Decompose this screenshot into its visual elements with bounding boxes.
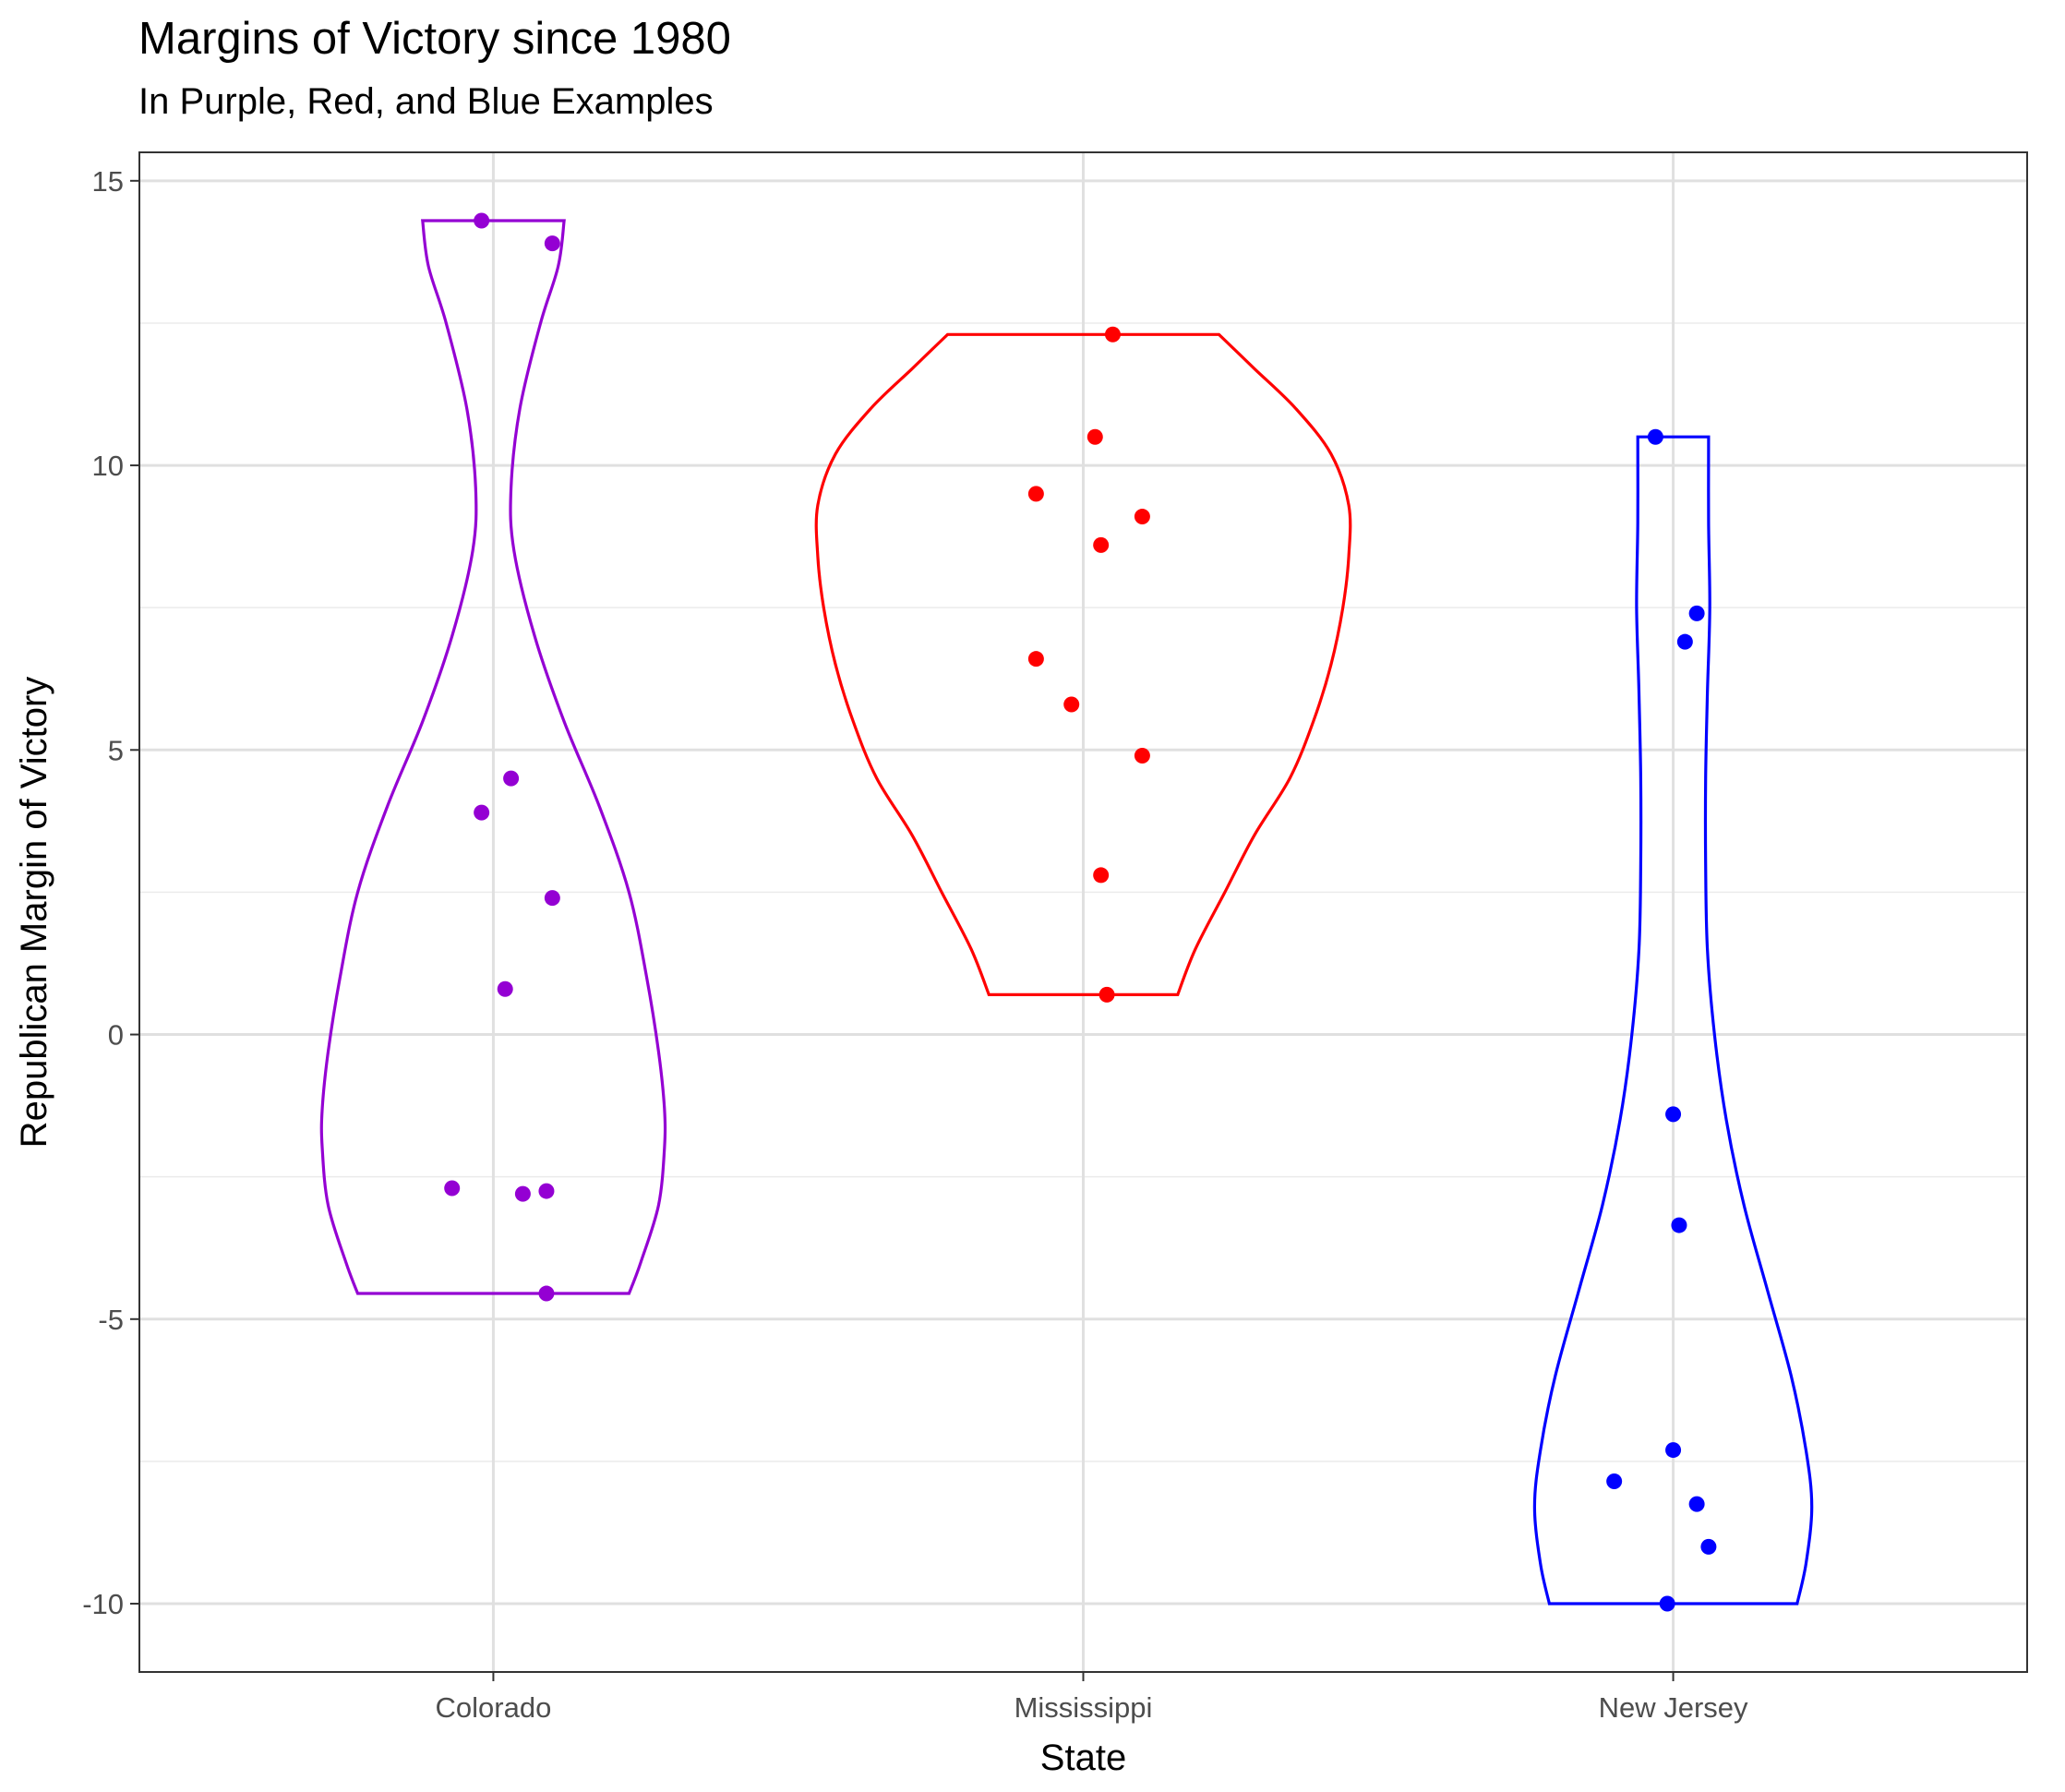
chart-subtitle: In Purple, Red, and Blue Examples [138, 81, 714, 122]
data-point-new-jersey [1665, 1106, 1682, 1123]
y-tick-label: 10 [92, 450, 124, 482]
data-point-colorado [503, 770, 520, 787]
axis-layer: -10 -5 0 5 10 15 Colorado Mississippi New Jersey [82, 165, 1748, 1724]
data-point-colorado [538, 1183, 555, 1199]
data-point-colorado [538, 1285, 555, 1302]
data-point-new-jersey [1688, 1496, 1705, 1512]
data-point-new-jersey [1659, 1595, 1675, 1612]
data-point-mississippi [1027, 651, 1044, 667]
y-tick-label: -10 [82, 1588, 124, 1620]
violin-mississippi [814, 332, 1352, 996]
x-tick-label: Colorado [436, 1691, 552, 1724]
y-tick-label: -5 [98, 1304, 124, 1336]
data-point-mississippi [1134, 747, 1150, 764]
data-point-colorado [474, 804, 490, 821]
data-point-colorado [544, 235, 560, 252]
data-point-colorado [474, 212, 490, 229]
data-point-new-jersey [1700, 1538, 1717, 1555]
data-point-colorado [514, 1185, 531, 1202]
data-point-mississippi [1063, 696, 1080, 713]
data-point-new-jersey [1606, 1473, 1623, 1489]
data-point-new-jersey [1665, 1442, 1682, 1459]
violin-new-jersey [1532, 435, 1814, 1606]
data-point-mississippi [1093, 867, 1110, 884]
chart-title: Margins of Victory since 1980 [138, 14, 731, 64]
y-axis-title: Republican Margin of Victory [14, 677, 54, 1149]
violin-layer [319, 219, 1814, 1606]
data-point-colorado [497, 980, 513, 997]
violin-colorado [319, 219, 667, 1295]
y-tick-label: 0 [108, 1019, 124, 1052]
y-tick-label: 5 [108, 734, 124, 766]
data-point-new-jersey [1671, 1217, 1687, 1233]
data-point-mississippi [1027, 486, 1044, 502]
data-point-mississippi [1093, 536, 1110, 553]
point-layer [444, 212, 1717, 1612]
data-point-mississippi [1104, 326, 1121, 343]
x-axis-title: State [1040, 1738, 1126, 1778]
data-point-new-jersey [1647, 428, 1663, 445]
grid-layer [139, 152, 2027, 1672]
data-point-colorado [544, 890, 560, 907]
data-point-colorado [444, 1180, 461, 1197]
data-point-mississippi [1134, 509, 1150, 525]
data-point-mississippi [1087, 428, 1103, 445]
y-tick-label: 15 [92, 165, 124, 198]
x-tick-label: New Jersey [1599, 1691, 1748, 1724]
data-point-new-jersey [1676, 633, 1693, 650]
data-point-new-jersey [1688, 605, 1705, 621]
x-tick-label: Mississippi [1014, 1691, 1153, 1724]
data-point-mississippi [1099, 986, 1115, 1003]
